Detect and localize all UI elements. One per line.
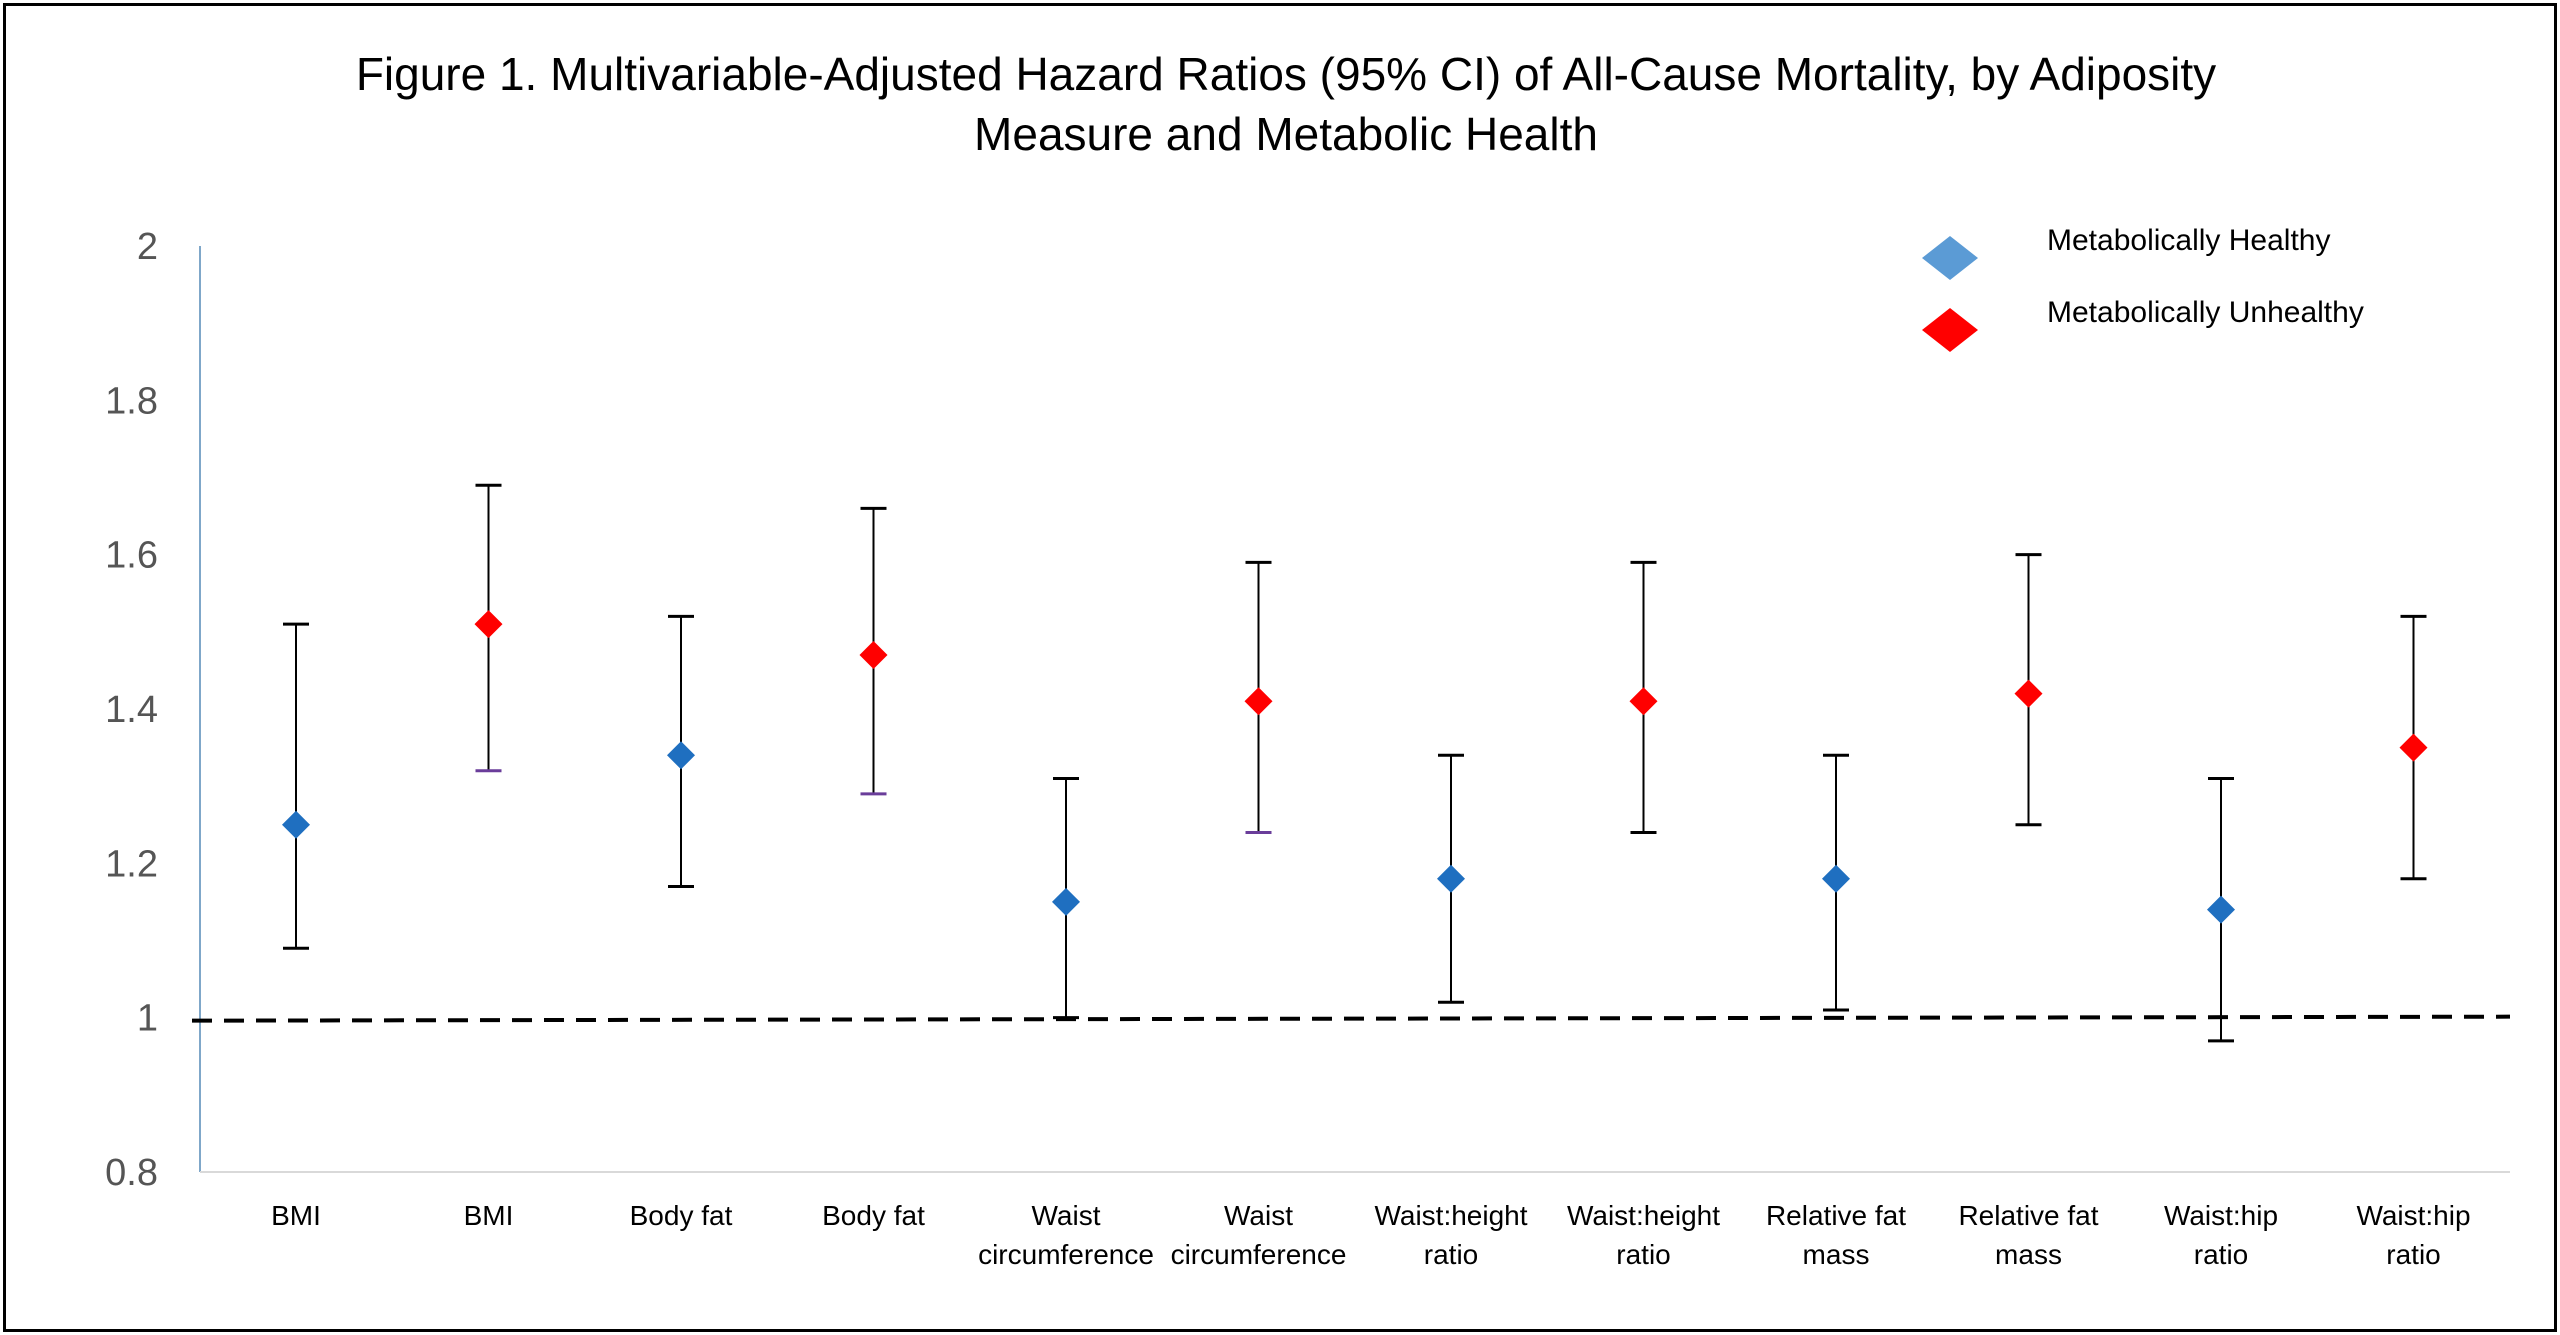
point-unhealthy	[1244, 687, 1273, 716]
x-category-label: Waist circumference	[978, 1200, 1154, 1270]
point-unhealthy	[2014, 679, 2043, 708]
x-category-label-line: circumference	[978, 1239, 1154, 1270]
y-tick-label: 0.8	[105, 1152, 158, 1194]
legend-marker	[1922, 308, 1978, 352]
x-category-label-line: circumference	[1171, 1239, 1347, 1270]
y-tick-label: 2	[137, 226, 158, 268]
y-tick-label: 1.6	[105, 535, 158, 577]
x-category-label-line: mass	[1803, 1239, 1870, 1270]
error-bar	[283, 622, 309, 950]
x-category-label: Relative fat mass	[1958, 1200, 2098, 1270]
point-unhealthy	[2399, 733, 2428, 762]
x-category-label-line: Relative fat	[1958, 1200, 2098, 1231]
legend-marker	[1922, 236, 1978, 280]
reference-line-layer	[191, 1014, 2511, 1023]
point-healthy	[1437, 864, 1465, 893]
x-category-label: BMI	[464, 1200, 514, 1231]
axes-layer	[199, 246, 2510, 1173]
legend-label: Metabolically Healthy	[2047, 224, 2330, 257]
x-category-label-line: Waist:height	[1567, 1200, 1720, 1231]
x-category-label-line: Waist	[1224, 1200, 1293, 1231]
point-healthy	[2207, 895, 2235, 924]
x-category-label: Body fat	[822, 1200, 925, 1231]
x-category-label-line: Waist:height	[1374, 1200, 1527, 1231]
x-category-label-line: ratio	[1616, 1239, 1670, 1270]
chart-title: Figure 1. Multivariable-Adjusted Hazard …	[355, 48, 2217, 160]
points-layer	[282, 610, 2428, 924]
x-category-label: Waist:hip ratio	[2356, 1200, 2470, 1270]
point-healthy	[1052, 887, 1080, 916]
x-category-label-line: Waist:hip	[2356, 1200, 2470, 1231]
x-category-label-line: ratio	[2386, 1239, 2440, 1270]
x-category-label-line: Relative fat	[1766, 1200, 1906, 1231]
x-category-label-line: BMI	[464, 1200, 514, 1231]
x-category-label-line: Waist	[1032, 1200, 1101, 1231]
x-category-label-line: ratio	[2194, 1239, 2248, 1270]
x-category-label: BMI	[271, 1200, 321, 1231]
x-category-label: Body fat	[630, 1200, 733, 1231]
point-unhealthy	[859, 640, 888, 669]
x-category-label: Waist:hip ratio	[2164, 1200, 2278, 1270]
x-category-label-line: BMI	[271, 1200, 321, 1231]
point-unhealthy	[1629, 687, 1658, 716]
legend-entry: Metabolically Healthy	[1922, 224, 2330, 280]
x-category-label: Waist circumference	[1171, 1200, 1347, 1270]
legend: Metabolically Healthy Metabolically Unhea…	[1922, 224, 2364, 352]
x-category-label-line: mass	[1995, 1239, 2062, 1270]
x-category-label-line: ratio	[1424, 1239, 1478, 1270]
x-category-label: Waist:height ratio	[1567, 1200, 1720, 1270]
y-tick-label: 1.8	[105, 380, 158, 422]
legend-label: Metabolically Unhealthy	[2047, 296, 2364, 329]
x-category-label-line: Body fat	[822, 1200, 925, 1231]
reference-line	[191, 1014, 2511, 1023]
point-unhealthy	[474, 610, 503, 639]
x-category-label: Relative fat mass	[1766, 1200, 1906, 1270]
y-tick-label: 1.4	[105, 689, 158, 731]
x-category-label-line: Body fat	[630, 1200, 733, 1231]
error-bars-layer	[283, 483, 2427, 1043]
point-healthy	[282, 810, 310, 839]
y-tick-label: 1	[137, 998, 158, 1040]
point-healthy	[1822, 864, 1850, 893]
point-healthy	[667, 741, 695, 770]
chart-frame: Figure 1. Multivariable-Adjusted Hazard …	[3, 3, 2557, 1332]
x-category-label: Waist:height ratio	[1374, 1200, 1527, 1270]
x-category-label-line: Waist:hip	[2164, 1200, 2278, 1231]
legend-entry: Metabolically Unhealthy	[1922, 296, 2364, 352]
y-tick-label: 1.2	[105, 843, 158, 885]
labels-layer: 0.8 1 1.2 1.4 1.6 1.8 2 BMI BMI Body fat Body fat W…	[105, 226, 2470, 1270]
